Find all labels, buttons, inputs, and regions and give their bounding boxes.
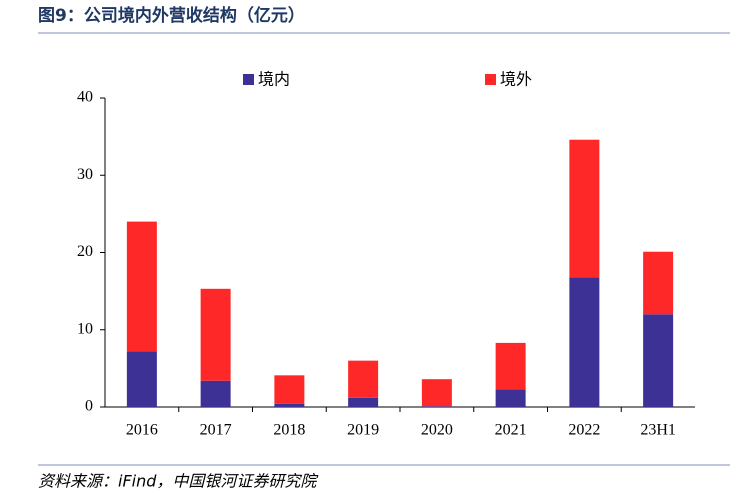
y-tick-label: 10 [77, 320, 93, 337]
bar-segment [200, 380, 231, 407]
bar-segment [348, 397, 379, 407]
x-tick-label: 23H1 [640, 422, 676, 439]
bar-segment [569, 277, 600, 407]
bar-segment [274, 403, 305, 407]
y-tick-label: 20 [77, 243, 93, 260]
legend-swatch [243, 74, 254, 85]
bar-segment [569, 139, 600, 278]
chart-title: 图9：公司境内外营收结构（亿元） [38, 5, 305, 26]
bar-segment [126, 221, 157, 352]
bar-segment [643, 314, 674, 407]
y-tick-label: 40 [77, 89, 93, 106]
bar-segment [643, 251, 674, 315]
legend-swatch [485, 74, 496, 85]
bar-segment [200, 288, 231, 381]
source-note: 资料来源：iFind，中国银河证券研究院 [38, 472, 319, 491]
x-tick-label: 2016 [126, 422, 158, 439]
bar-segment [348, 360, 379, 398]
bar-segment [421, 379, 452, 407]
x-tick-label: 2022 [568, 422, 600, 439]
bar-segment [495, 389, 526, 407]
bar-segment [495, 342, 526, 390]
bar-segment [421, 406, 452, 407]
legend-label: 境外 [500, 70, 532, 89]
bar-segment [274, 375, 305, 404]
x-tick-label: 2018 [273, 422, 305, 439]
x-tick-label: 2019 [347, 422, 379, 439]
x-tick-label: 2021 [495, 422, 527, 439]
x-tick-label: 2020 [421, 422, 453, 439]
bar-segment [126, 351, 157, 407]
legend-label: 境内 [258, 70, 290, 89]
y-tick-label: 30 [77, 166, 93, 183]
x-tick-label: 2017 [200, 422, 232, 439]
y-tick-label: 0 [85, 398, 93, 415]
